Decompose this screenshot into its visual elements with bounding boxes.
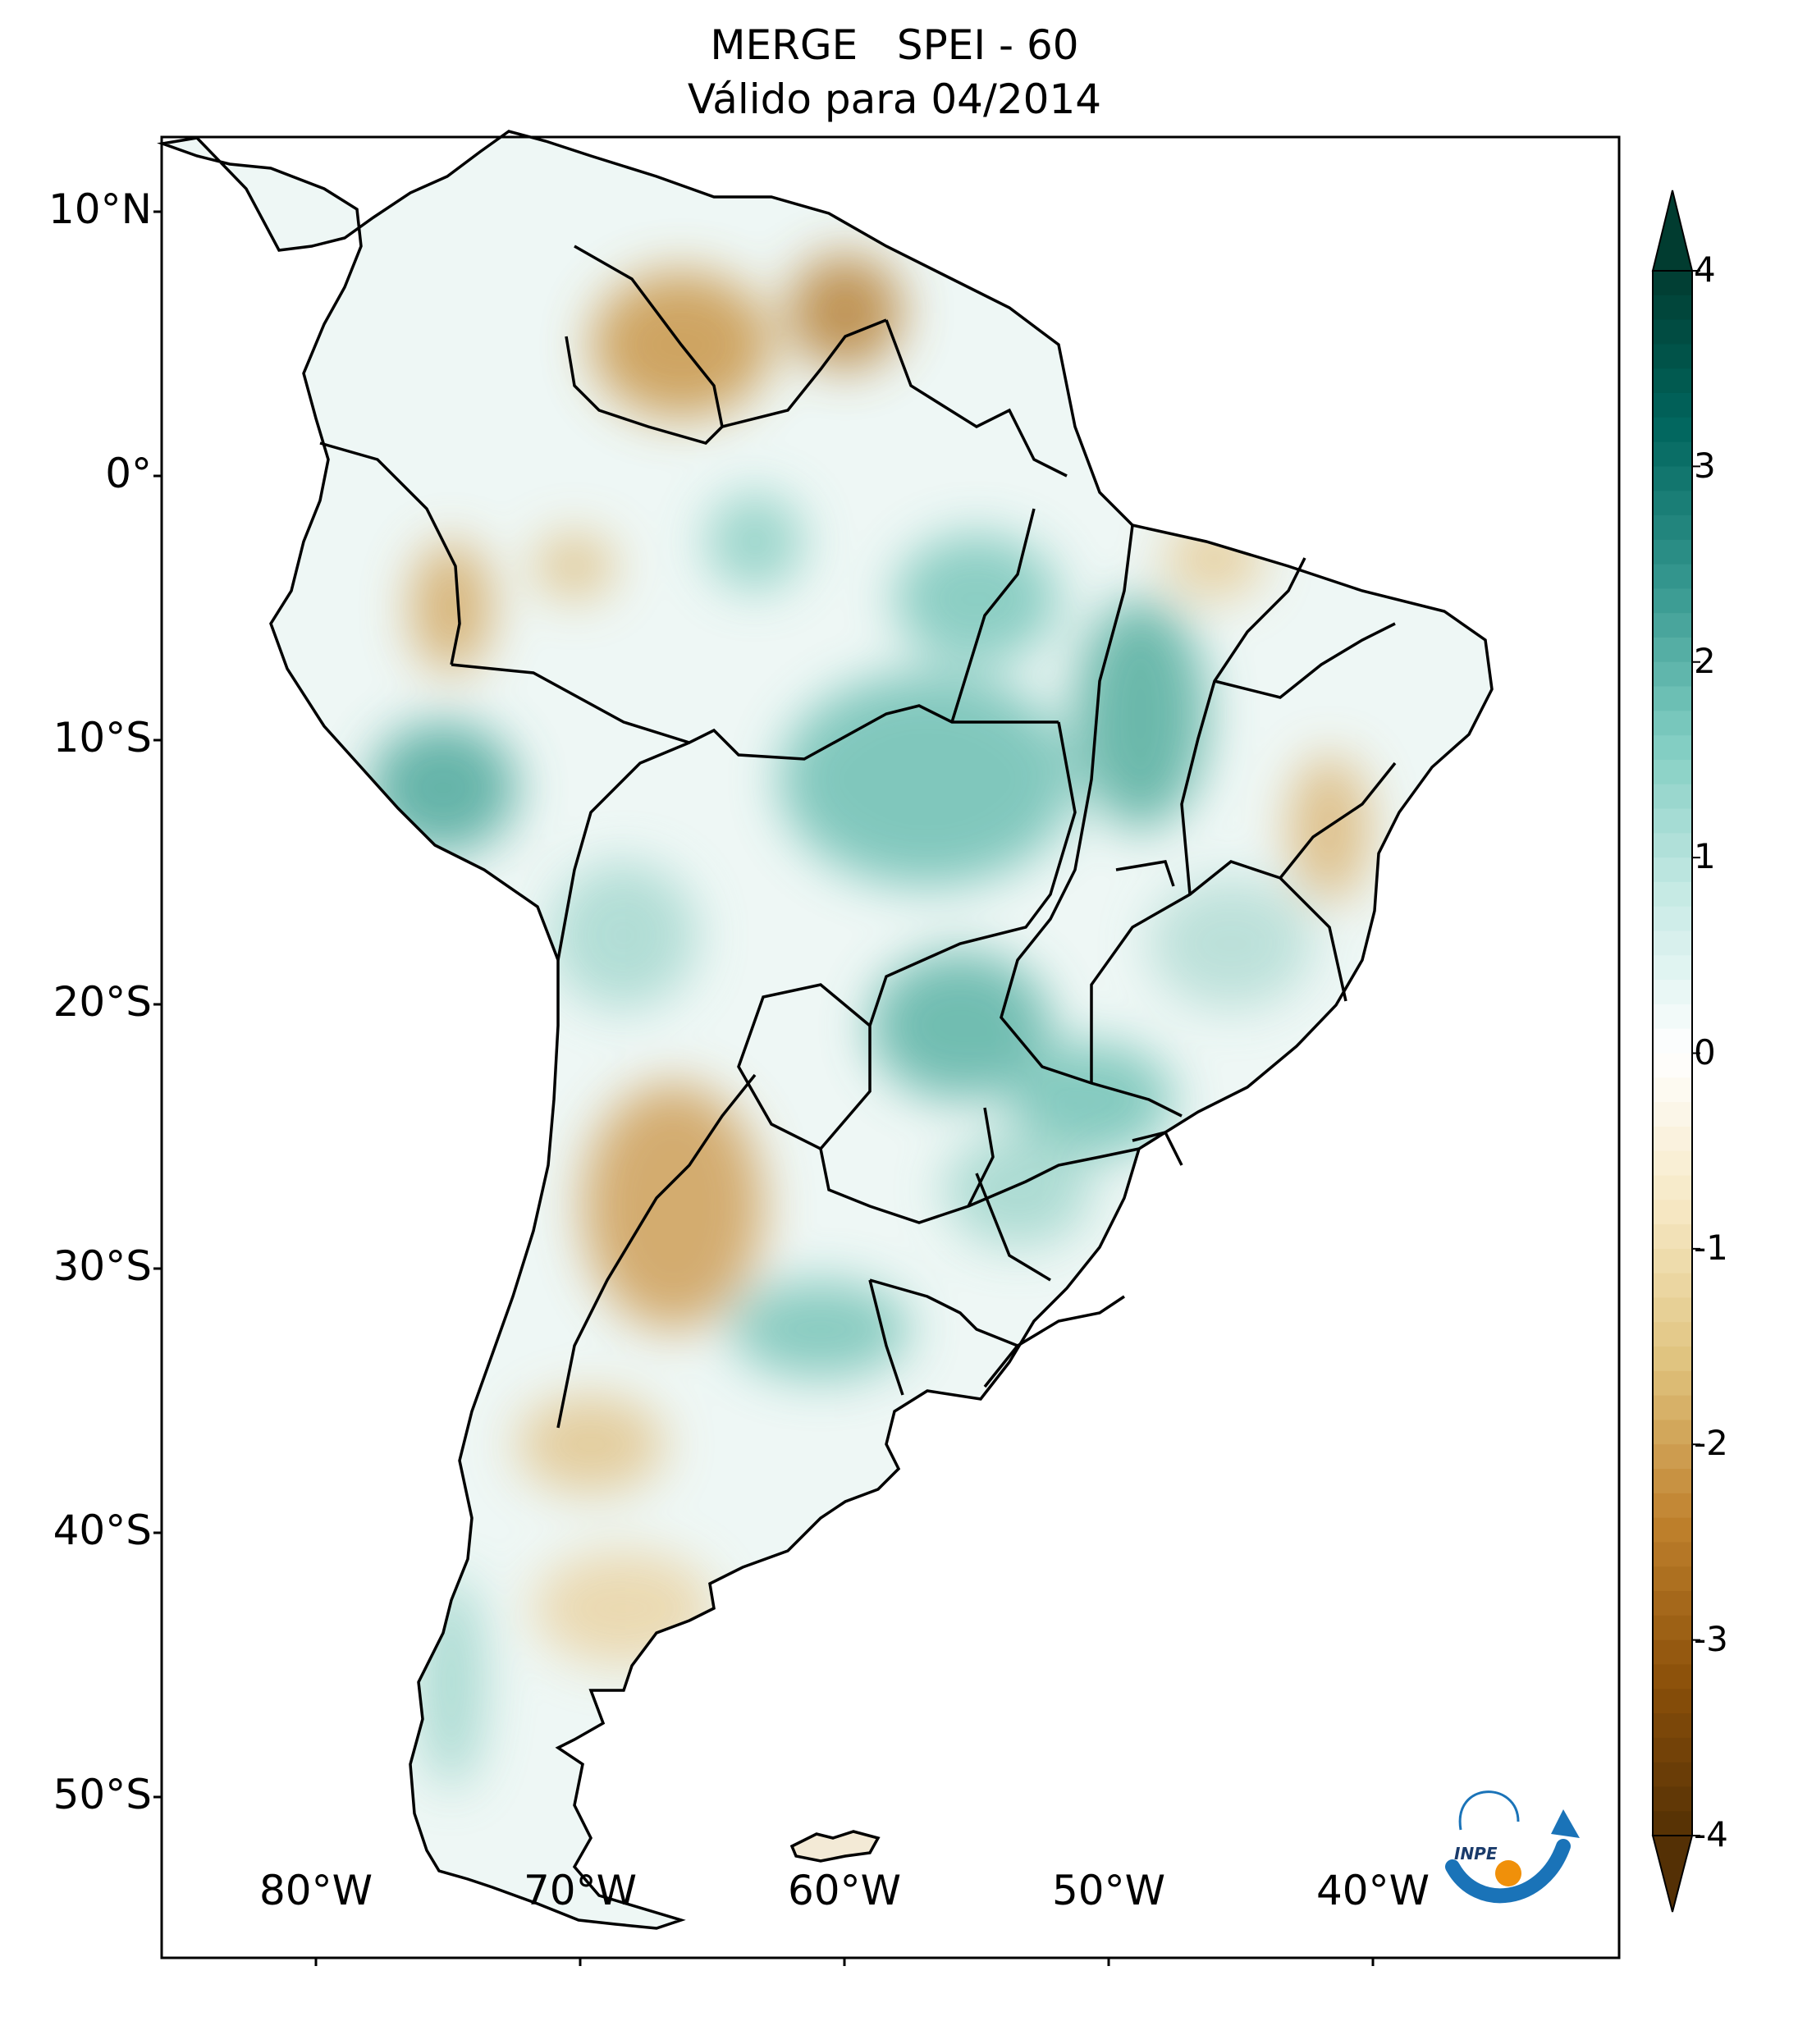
colorbar-tick-4: 4 — [1694, 249, 1716, 290]
colorbar-segment — [1653, 1737, 1692, 1763]
colorbar-min-extend — [1651, 1835, 1694, 1913]
falkland-islands — [789, 1830, 881, 1863]
lat-label-20s: 20°S — [53, 978, 152, 1026]
colorbar-segment — [1653, 931, 1692, 957]
colorbar-segment — [1653, 441, 1692, 468]
colorbar — [1651, 190, 1700, 1913]
colorbar-segment — [1653, 1517, 1692, 1543]
colorbar-segment — [1653, 661, 1692, 688]
inpe-logo: INPE — [1445, 1790, 1580, 1904]
colorbar-tick-neg4: -4 — [1694, 1814, 1728, 1854]
colorbar-segment — [1653, 271, 1692, 296]
colorbar-segment — [1653, 319, 1692, 345]
colorbar-segment — [1653, 784, 1692, 810]
lat-label-10s: 10°S — [53, 714, 152, 761]
lat-label-10n: 10°N — [48, 185, 152, 233]
lat-label-40s: 40°S — [53, 1507, 152, 1554]
colorbar-segment — [1653, 344, 1692, 369]
colorbar-segment — [1653, 564, 1692, 590]
colorbar-max-extend — [1651, 190, 1694, 272]
colorbar-segment — [1653, 1395, 1692, 1421]
colorbar-segment — [1653, 1542, 1692, 1568]
colorbar-segment — [1653, 833, 1692, 858]
lon-ticks — [314, 1958, 1375, 1966]
colorbar-tick-neg3: -3 — [1694, 1619, 1728, 1659]
colorbar-segment — [1653, 1591, 1692, 1616]
colorbar-segment — [1653, 539, 1692, 565]
colorbar-segment — [1653, 1786, 1692, 1813]
colorbar-segment — [1653, 613, 1692, 638]
colorbar-segment — [1653, 637, 1692, 663]
colorbar-segment — [1653, 466, 1692, 492]
colorbar-segment — [1653, 1370, 1692, 1397]
lon-label-70w: 70°W — [523, 1867, 638, 1914]
colorbar-segment — [1653, 1053, 1692, 1079]
colorbar-segment — [1653, 1347, 1692, 1372]
colorbar-segment — [1653, 1689, 1692, 1714]
colorbar-segment — [1653, 1224, 1692, 1250]
colorbar-segment — [1653, 1297, 1692, 1324]
colorbar-segment — [1653, 1469, 1692, 1494]
colorbar-segment — [1653, 392, 1692, 418]
colorbar-tick-3: 3 — [1694, 446, 1716, 486]
colorbar-segment — [1653, 857, 1692, 883]
colorbar-segment — [1653, 906, 1692, 932]
colorbar-segment — [1653, 1811, 1692, 1836]
lat-label-50s: 50°S — [53, 1771, 152, 1818]
colorbar-segment — [1653, 1615, 1692, 1641]
colorbar-segment — [1653, 1713, 1692, 1739]
colorbar-segment — [1653, 1248, 1692, 1274]
colorbar-segment — [1653, 1322, 1692, 1347]
colorbar-segment — [1653, 1762, 1692, 1788]
colorbar-segment — [1653, 491, 1692, 516]
colorbar-segment — [1653, 1175, 1692, 1201]
country-borders — [319, 245, 1397, 1429]
lat-label-0: 0° — [105, 450, 152, 497]
colorbar-segment — [1653, 1493, 1692, 1519]
colorbar-tick-neg2: -2 — [1694, 1423, 1728, 1463]
colorbar-segment — [1653, 1028, 1692, 1054]
colorbar-segment — [1653, 1077, 1692, 1103]
colorbar-segment — [1653, 588, 1692, 614]
colorbar-segment — [1653, 1004, 1692, 1030]
lon-label-80w: 80°W — [258, 1867, 373, 1914]
lon-label-50w: 50°W — [1051, 1867, 1166, 1914]
map-frame — [160, 135, 1621, 1959]
colorbar-tick-neg1: -1 — [1694, 1228, 1728, 1268]
colorbar-segment — [1653, 514, 1692, 541]
colorbar-tick-1: 1 — [1694, 836, 1716, 876]
colorbar-segment — [1653, 735, 1692, 761]
colorbar-segment — [1653, 980, 1692, 1005]
colorbar-segment — [1653, 1444, 1692, 1470]
map-title-line1: MERGE SPEI - 60 — [710, 21, 1079, 69]
colorbar-segment — [1653, 1200, 1692, 1225]
colorbar-segment — [1653, 881, 1692, 908]
colorbar-segment — [1653, 295, 1692, 321]
colorbar-segment — [1653, 1150, 1692, 1177]
colorbar-segment — [1653, 1420, 1692, 1446]
lat-ticks — [153, 210, 162, 1799]
colorbar-tick-0: 0 — [1694, 1032, 1716, 1072]
inpe-logo-dot — [1495, 1860, 1521, 1886]
colorbar-segment — [1653, 955, 1692, 981]
colorbar-segment — [1653, 1273, 1692, 1299]
colorbar-segment — [1653, 1566, 1692, 1592]
colorbar-segment — [1653, 759, 1692, 785]
colorbar-segment — [1653, 1126, 1692, 1152]
lon-label-60w: 60°W — [787, 1867, 902, 1914]
lat-label-30s: 30°S — [53, 1242, 152, 1290]
colorbar-segment — [1653, 1664, 1692, 1690]
colorbar-segment — [1653, 368, 1692, 394]
inpe-logo-text: INPE — [1454, 1844, 1498, 1863]
colorbar-segment — [1653, 711, 1692, 736]
colorbar-tick-2: 2 — [1694, 641, 1716, 681]
colorbar-segment — [1653, 1102, 1692, 1127]
colorbar-segment — [1653, 1639, 1692, 1666]
colorbar-segment — [1653, 686, 1692, 712]
colorbar-segment — [1653, 417, 1692, 443]
lon-label-40w: 40°W — [1315, 1867, 1430, 1914]
map-title-line2: Válido para 04/2014 — [687, 75, 1102, 123]
colorbar-segment — [1653, 808, 1692, 835]
